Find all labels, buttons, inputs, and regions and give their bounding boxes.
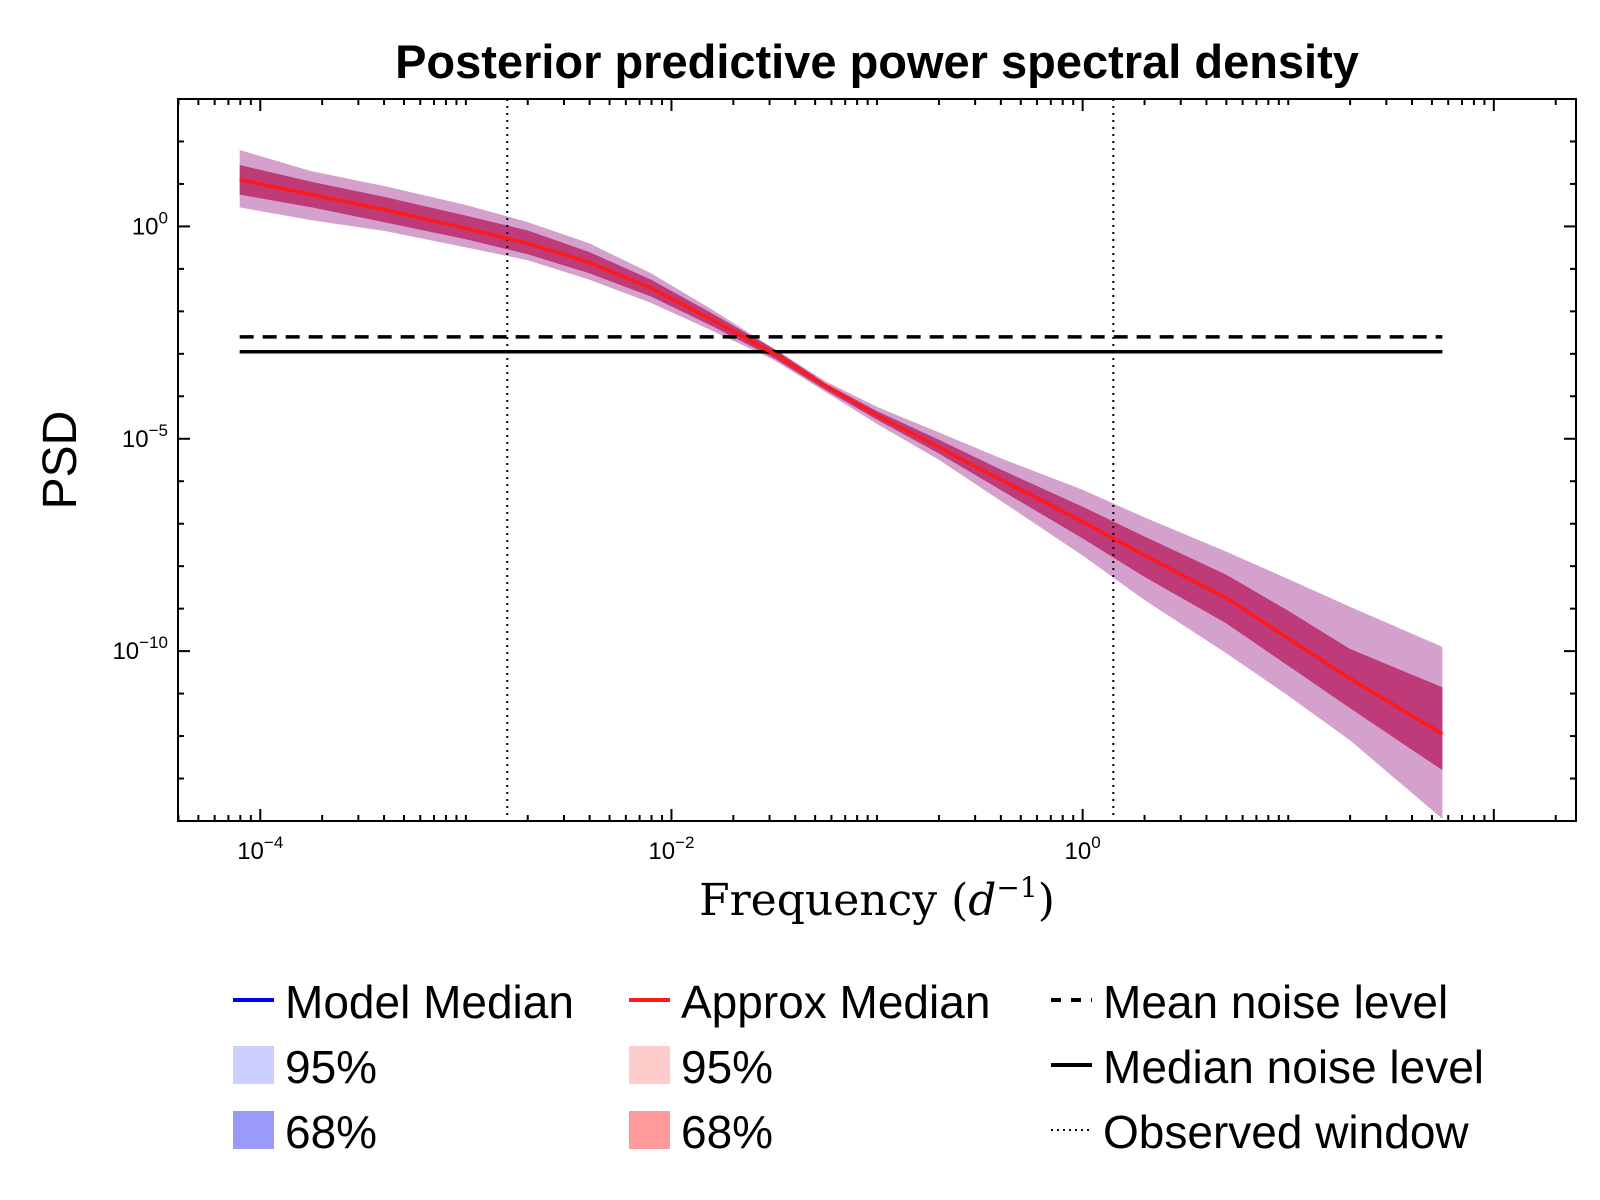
plot-frame bbox=[177, 98, 1577, 822]
legend-label: 68% bbox=[681, 1106, 773, 1158]
x-tick-label: 100 bbox=[1065, 833, 1101, 865]
y-tick-label: 10−10 bbox=[112, 633, 168, 665]
chart-title: Posterior predictive power spectral dens… bbox=[395, 35, 1359, 88]
legend-item: Mean noise level bbox=[1051, 976, 1448, 1028]
legend-item: Model Median bbox=[233, 976, 574, 1028]
tick-labels: 10−4 10−2 100 100 10−5 10−10 bbox=[112, 208, 1100, 865]
legend-label: 95% bbox=[285, 1041, 377, 1093]
x-tick-label: 10−4 bbox=[237, 833, 283, 865]
legend-label: Model Median bbox=[285, 976, 574, 1028]
legend-item: Median noise level bbox=[1051, 1041, 1484, 1093]
band-68pct bbox=[239, 165, 1443, 771]
legend-key-95- bbox=[629, 1046, 670, 1084]
legend-label: Observed window bbox=[1103, 1106, 1469, 1158]
legend-item: Approx Median bbox=[629, 976, 990, 1028]
legend-item: 68% bbox=[629, 1106, 773, 1158]
legend-key-95- bbox=[233, 1046, 274, 1084]
legend-key-68- bbox=[629, 1111, 670, 1149]
x-axis-label: Frequency (d−1) bbox=[699, 871, 1055, 926]
legend-item: 95% bbox=[629, 1041, 773, 1093]
legend-label: 95% bbox=[681, 1041, 773, 1093]
credible-bands bbox=[239, 150, 1443, 819]
approx-median-line bbox=[239, 177, 1444, 736]
x-tick-label: 10−2 bbox=[648, 833, 694, 865]
legend-label: Median noise level bbox=[1103, 1041, 1484, 1093]
legend-label: Mean noise level bbox=[1103, 976, 1448, 1028]
y-axis-label: PSD bbox=[34, 411, 87, 510]
legend-label: 68% bbox=[285, 1106, 377, 1158]
y-tick-label: 10−5 bbox=[122, 421, 168, 453]
legend: Model Median 95% 68% Approx Median 95% 68% Mea… bbox=[233, 976, 1484, 1158]
legend-item: 95% bbox=[233, 1041, 377, 1093]
plot-lines bbox=[239, 99, 1444, 821]
band-95pct bbox=[239, 150, 1443, 819]
legend-label: Approx Median bbox=[681, 976, 990, 1028]
legend-key-68- bbox=[233, 1111, 274, 1149]
y-tick-label: 100 bbox=[132, 208, 168, 240]
legend-item: Observed window bbox=[1051, 1106, 1469, 1158]
legend-item: 68% bbox=[233, 1106, 377, 1158]
